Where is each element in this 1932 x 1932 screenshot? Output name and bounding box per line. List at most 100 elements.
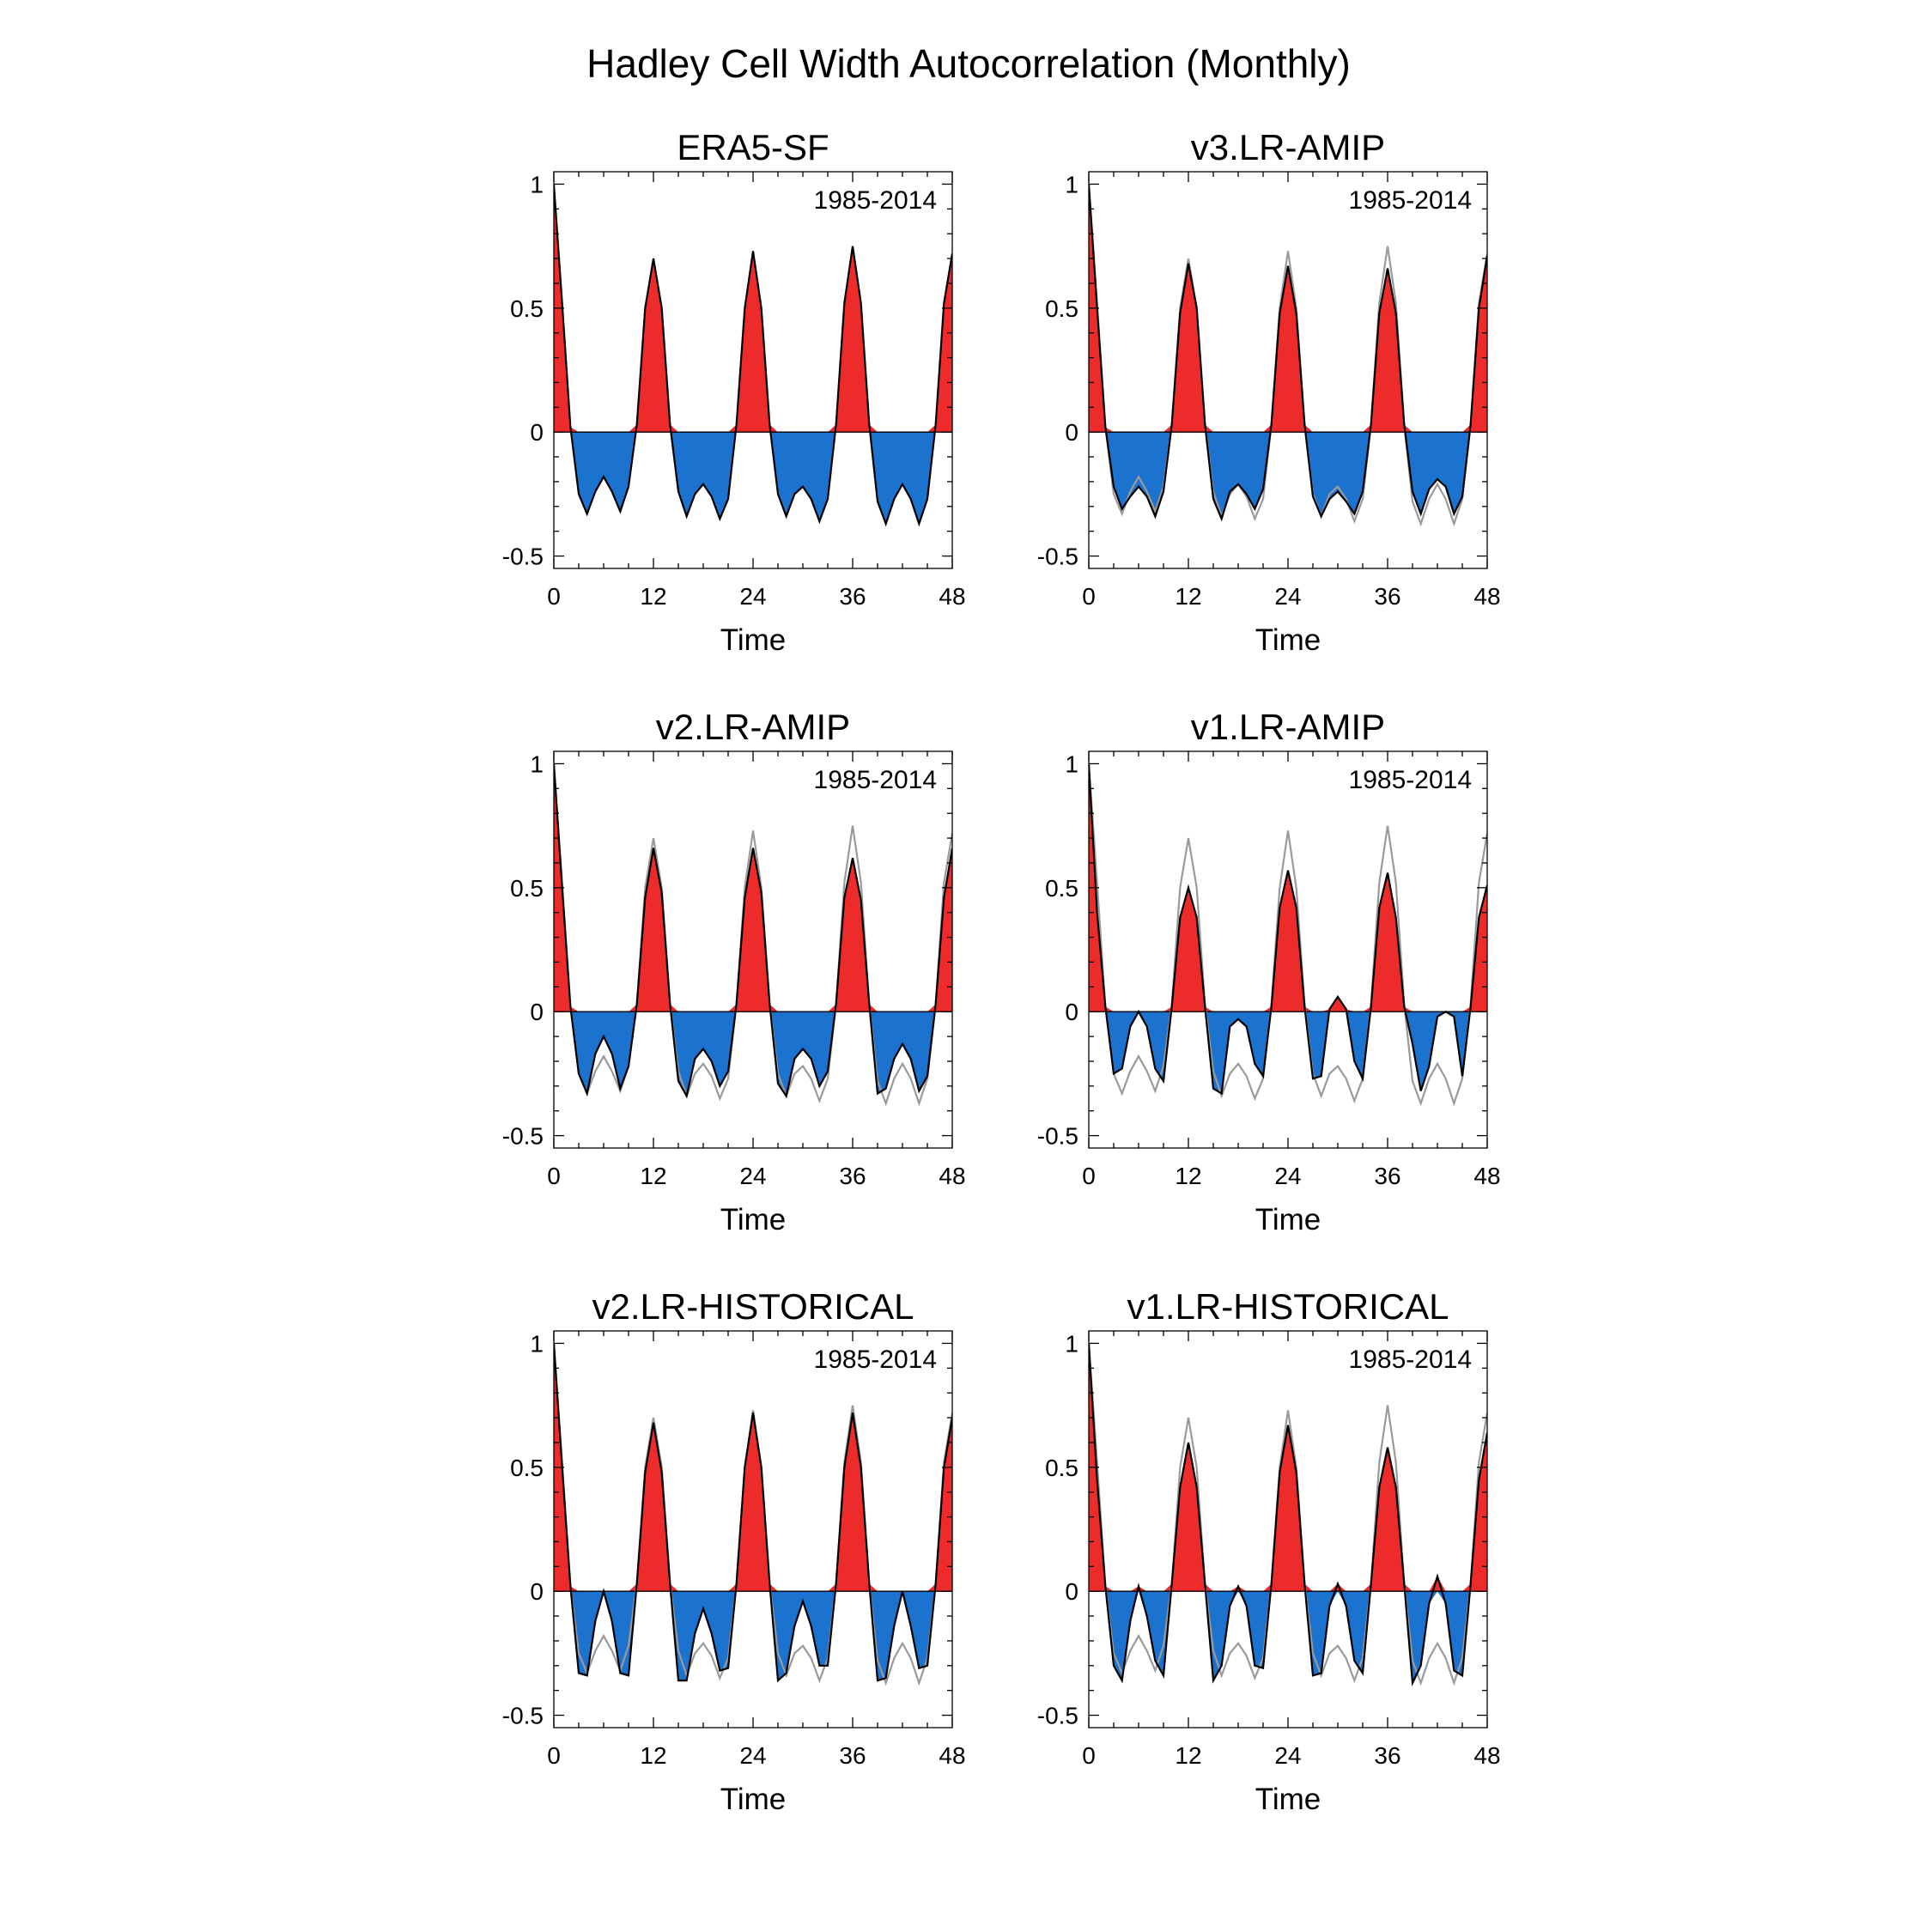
positive-fill	[554, 763, 952, 1012]
y-tick-label: -0.5	[502, 1123, 544, 1150]
x-tick-label: 24	[739, 1742, 766, 1769]
y-tick-label: 0.5	[510, 295, 544, 322]
x-tick-label: 12	[640, 1163, 666, 1189]
x-tick-label: 12	[640, 583, 666, 610]
figure-title: Hadley Cell Width Autocorrelation (Month…	[586, 41, 1351, 86]
negative-fill	[1089, 432, 1487, 519]
y-tick-label: 0	[530, 1578, 544, 1605]
panel-v1-lr-historical: 10.50-0.50 12 24 36 48Timev1.LR-HISTORICAL19…	[1037, 1286, 1501, 1816]
x-tick-label: 36	[839, 583, 866, 610]
x-axis-label: Time	[1255, 1203, 1321, 1236]
period-annotation: 1985-2014	[1349, 186, 1472, 215]
negative-fill	[1089, 1591, 1487, 1684]
negative-fill	[554, 1591, 952, 1681]
period-annotation: 1985-2014	[1349, 766, 1472, 794]
x-tick-label: 0	[547, 583, 561, 610]
x-tick-label: 12	[640, 1742, 666, 1769]
x-tick-label: 36	[1374, 1163, 1400, 1189]
series-line-reference	[1089, 184, 1487, 527]
series-line-model	[554, 1343, 952, 1683]
x-tick-label: 12	[1175, 583, 1201, 610]
series-line-reference	[1089, 1343, 1487, 1686]
x-tick-label: 24	[1274, 1163, 1301, 1189]
x-tick-label: 0	[1082, 1163, 1096, 1189]
x-axis-label: Time	[720, 623, 786, 657]
y-tick-label: 0	[1065, 999, 1078, 1025]
panel-title: ERA5-SF	[677, 127, 829, 167]
panel-title: v1.LR-AMIP	[1191, 707, 1385, 747]
x-tick-label: 12	[1175, 1163, 1201, 1189]
panel-v3-lr-amip: 10.50-0.50 12 24 36 48Timev3.LR-AMIP1985-201…	[1037, 127, 1501, 657]
panel-title: v1.LR-HISTORICAL	[1127, 1286, 1449, 1327]
x-tick-label: 48	[939, 583, 965, 610]
y-tick-label: 0.5	[1045, 295, 1078, 322]
positive-fill	[554, 1343, 952, 1592]
y-tick-label: 0	[530, 999, 544, 1025]
y-tick-label: -0.5	[1037, 1703, 1078, 1729]
y-tick-label: 0	[1065, 1578, 1078, 1605]
series-line-reference	[1089, 763, 1487, 1107]
x-tick-label: 0	[547, 1163, 561, 1189]
x-axis-label: Time	[720, 1783, 786, 1816]
period-annotation: 1985-2014	[1349, 1346, 1472, 1374]
y-tick-label: 1	[1065, 1330, 1078, 1357]
x-tick-label: 0	[1082, 1742, 1096, 1769]
y-tick-label: 0.5	[510, 1455, 544, 1481]
x-tick-label: 0	[547, 1742, 561, 1769]
x-axis-label: Time	[1255, 1783, 1321, 1816]
positive-fill	[1089, 184, 1487, 433]
y-tick-label: 0	[1065, 419, 1078, 446]
x-tick-label: 24	[1274, 1742, 1301, 1769]
y-tick-label: -0.5	[502, 544, 544, 570]
x-tick-label: 48	[1473, 1163, 1500, 1189]
x-tick-label: 36	[1374, 1742, 1400, 1769]
x-tick-label: 48	[939, 1742, 965, 1769]
x-tick-label: 24	[739, 583, 766, 610]
panel-title: v2.LR-HISTORICAL	[592, 1286, 914, 1327]
x-tick-label: 36	[839, 1742, 866, 1769]
negative-fill	[554, 1012, 952, 1097]
negative-fill	[1089, 1012, 1487, 1094]
period-annotation: 1985-2014	[814, 186, 937, 215]
x-tick-label: 48	[939, 1163, 965, 1189]
period-annotation: 1985-2014	[814, 766, 937, 794]
y-tick-label: 1	[1065, 171, 1078, 197]
y-tick-label: -0.5	[502, 1703, 544, 1729]
x-axis-label: Time	[720, 1203, 786, 1236]
y-tick-label: 1	[530, 750, 544, 777]
series-line-model	[1089, 763, 1487, 1096]
series-line-model	[1089, 184, 1487, 522]
x-tick-label: 24	[1274, 583, 1301, 610]
positive-fill	[554, 184, 952, 433]
x-tick-label: 36	[839, 1163, 866, 1189]
positive-fill	[1089, 1343, 1487, 1592]
period-annotation: 1985-2014	[814, 1346, 937, 1374]
series-line-model	[1089, 1343, 1487, 1687]
panel-v1-lr-amip: 10.50-0.50 12 24 36 48Timev1.LR-AMIP1985-201…	[1037, 707, 1501, 1236]
panels-container: 10.50-0.50 12 24 36 48TimeERA5-SF1985-201410…	[502, 127, 1501, 1816]
y-tick-label: 0.5	[1045, 875, 1078, 902]
series-line-model	[554, 184, 952, 527]
x-tick-label: 24	[739, 1163, 766, 1189]
y-tick-label: -0.5	[1037, 544, 1078, 570]
y-tick-label: 0	[530, 419, 544, 446]
x-tick-label: 48	[1473, 583, 1500, 610]
panel-title: v2.LR-AMIP	[656, 707, 850, 747]
x-tick-label: 36	[1374, 583, 1400, 610]
panel-v2-lr-amip: 10.50-0.50 12 24 36 48Timev2.LR-AMIP1985-201…	[502, 707, 966, 1236]
y-tick-label: 1	[530, 171, 544, 197]
negative-fill	[554, 432, 952, 525]
y-tick-label: -0.5	[1037, 1123, 1078, 1150]
panel-v2-lr-historical: 10.50-0.50 12 24 36 48Timev2.LR-HISTORICAL19…	[502, 1286, 966, 1816]
y-tick-label: 0.5	[1045, 1455, 1078, 1481]
y-tick-label: 1	[1065, 750, 1078, 777]
y-tick-label: 0.5	[510, 875, 544, 902]
positive-fill	[1089, 763, 1487, 1012]
x-tick-label: 0	[1082, 583, 1096, 610]
x-tick-label: 12	[1175, 1742, 1201, 1769]
x-tick-label: 48	[1473, 1742, 1500, 1769]
series-line-model	[554, 763, 952, 1099]
panel-title: v3.LR-AMIP	[1191, 127, 1385, 167]
